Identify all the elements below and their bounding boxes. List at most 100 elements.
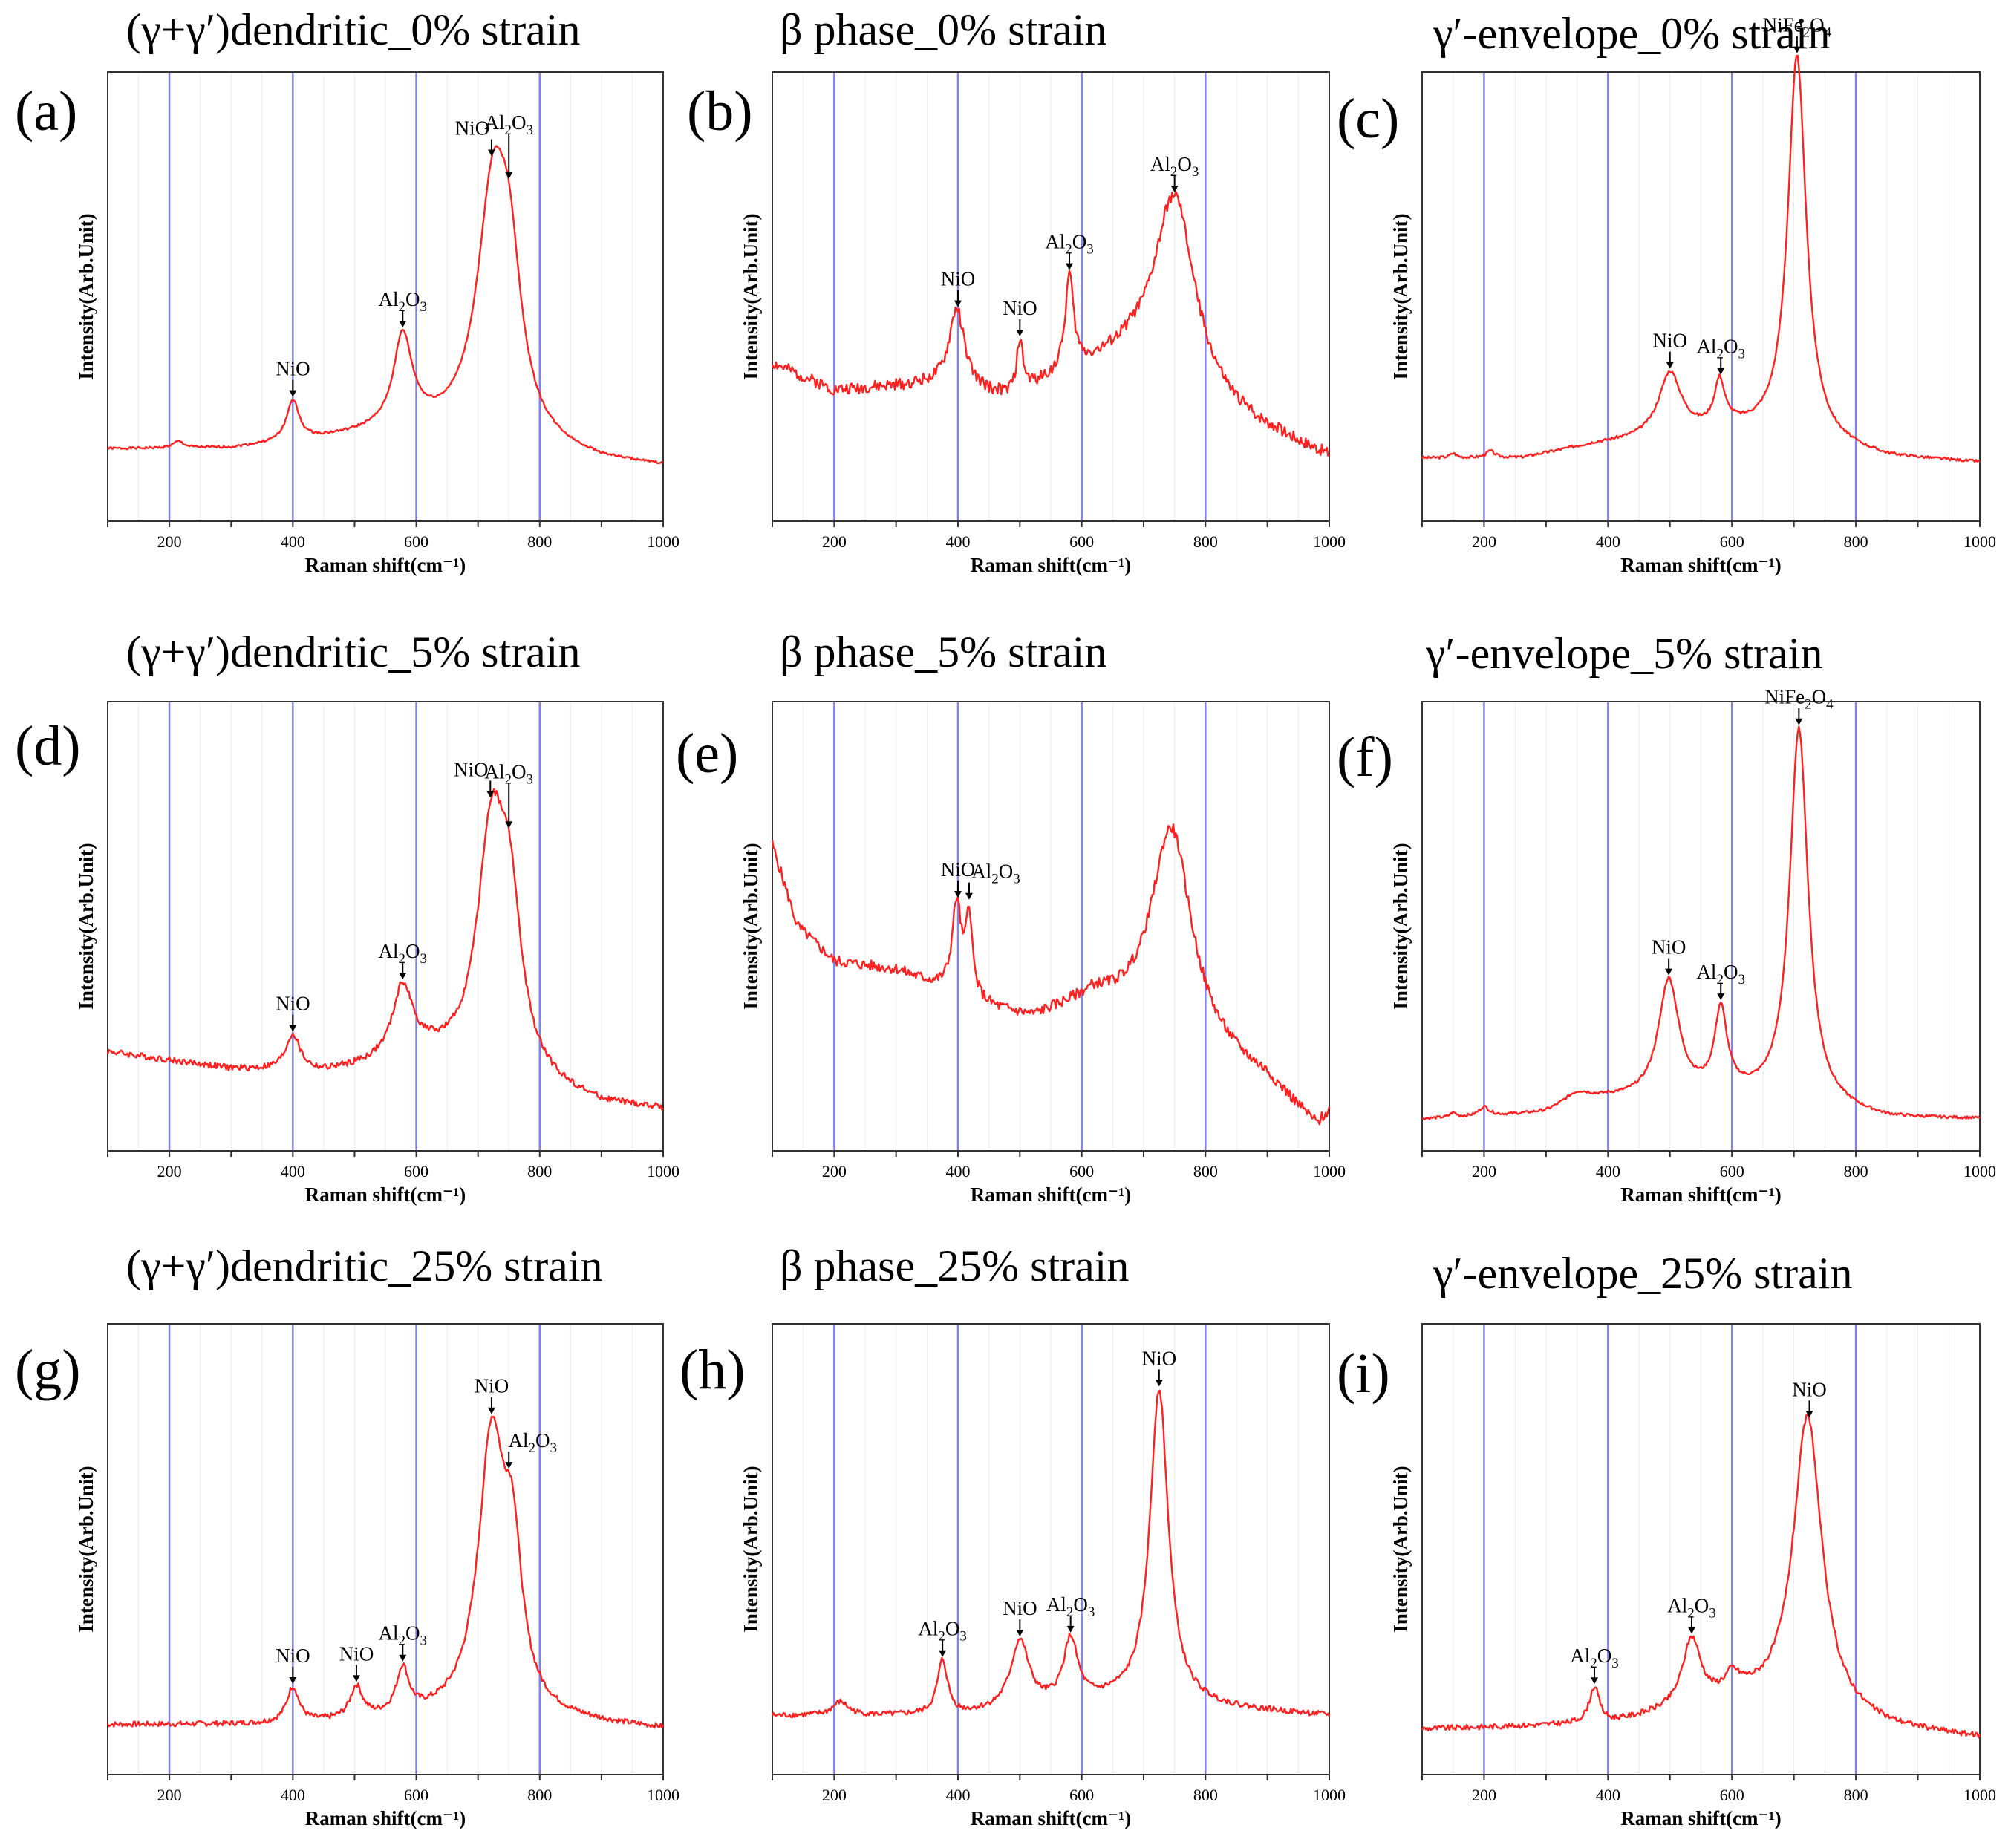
chart-title: (γ+γ′)dendritic_0% strain xyxy=(126,5,580,54)
annotation-arrowhead xyxy=(352,1675,360,1682)
peak-annotation: Al2O3 xyxy=(1696,961,1745,1001)
peak-annotation: NiO xyxy=(1652,936,1686,976)
y-axis-label: Intensity(Arb.Unit) xyxy=(1389,843,1412,1009)
x-tick-label: 800 xyxy=(1844,532,1868,551)
annotation-arrowhead xyxy=(1687,1627,1695,1634)
x-tick-label: 800 xyxy=(527,1162,552,1181)
panel-label: (a) xyxy=(15,80,77,143)
annotation-arrowhead xyxy=(1795,718,1803,725)
spectrum-line xyxy=(1421,54,1981,463)
peak-annotation: Al2O3 xyxy=(505,1429,557,1469)
x-tick-label: 600 xyxy=(1720,1162,1744,1181)
x-tick-label: 800 xyxy=(527,1786,552,1804)
annotation-label: Al2O3 xyxy=(1696,961,1745,987)
annotation-label: Al2O3 xyxy=(1570,1645,1619,1671)
x-tick-label: 1000 xyxy=(1963,532,1996,551)
peak-annotation: NiO xyxy=(475,1375,509,1414)
x-tick-label: 400 xyxy=(946,1786,971,1804)
chart-panel-i: γ′-envelope_25% strain (i) 200 400 600 800 100… xyxy=(1337,1249,1996,1829)
annotation-label: NiO xyxy=(1653,330,1688,352)
plot-frame xyxy=(1421,71,1981,522)
x-tick-label: 800 xyxy=(527,532,552,551)
x-axis-label: Raman shift(cm⁻¹) xyxy=(1620,554,1782,576)
y-axis-label: Intensity(Arb.Unit) xyxy=(75,1466,97,1632)
annotation-arrowhead xyxy=(399,321,407,328)
annotation-arrowhead xyxy=(1155,1380,1163,1387)
plot-frame xyxy=(772,701,1330,1152)
x-tick-label: 600 xyxy=(1720,532,1744,551)
x-tick-label: 400 xyxy=(946,532,971,551)
annotation-label: Al2O3 xyxy=(379,288,428,315)
x-axis-label: Raman shift(cm⁻¹) xyxy=(971,1183,1132,1206)
x-tick-label: 600 xyxy=(1069,1786,1094,1804)
annotation-arrowhead xyxy=(1590,1677,1598,1685)
x-tick-label: 1000 xyxy=(647,1786,679,1804)
annotation-label: NiFe2O4 xyxy=(1764,686,1834,713)
annotation-arrowhead xyxy=(399,1654,407,1662)
chart-title: (γ+γ′)dendritic_25% strain xyxy=(126,1241,602,1290)
y-axis-label: Intensity(Arb.Unit) xyxy=(740,213,762,379)
x-tick-label: 400 xyxy=(281,1162,305,1181)
annotation-label: Al2O3 xyxy=(484,111,533,138)
panel-label: (b) xyxy=(687,80,753,143)
spectrum-line xyxy=(771,1389,1331,1719)
annotation-label: NiO xyxy=(276,358,310,380)
x-tick-label: 800 xyxy=(1193,1162,1218,1181)
peak-annotation: NiO xyxy=(339,1642,374,1682)
peak-annotation: Al2O3 xyxy=(965,861,1020,900)
annotation-arrowhead xyxy=(1666,362,1674,369)
x-tick-label: 400 xyxy=(1596,532,1620,551)
annotation-label: NiO xyxy=(1003,297,1037,319)
annotation-arrowhead xyxy=(954,300,962,307)
panel-label: (c) xyxy=(1337,88,1399,150)
annotation-label: NiO xyxy=(1792,1378,1827,1400)
chart-panel-g: (γ+γ′)dendritic_25% strain (g) 200 400 600 80… xyxy=(15,1241,679,1829)
spectrum-line xyxy=(106,788,664,1111)
peak-annotation: NiO xyxy=(1653,330,1688,369)
annotation-arrowhead xyxy=(939,1650,947,1657)
x-axis-label: Raman shift(cm⁻¹) xyxy=(971,1807,1132,1829)
annotation-arrowhead xyxy=(486,791,495,798)
annotation-label: Al2O3 xyxy=(1046,1593,1095,1620)
peak-annotation: Al2O3 xyxy=(1570,1645,1619,1685)
annotation-arrowhead xyxy=(399,973,407,980)
peak-annotation: Al2O3 xyxy=(1045,231,1094,270)
plot-frame xyxy=(1421,701,1981,1152)
x-tick-label: 600 xyxy=(404,1162,428,1181)
plot-frame xyxy=(772,1323,1330,1775)
x-tick-label: 600 xyxy=(404,1786,428,1804)
x-tick-label: 1000 xyxy=(1963,1786,1996,1804)
chart-title: γ′-envelope_0% strain xyxy=(1433,9,1830,58)
x-tick-label: 1000 xyxy=(1313,1786,1346,1804)
x-tick-label: 600 xyxy=(1069,532,1094,551)
plot-frame xyxy=(107,701,664,1152)
x-axis-label: Raman shift(cm⁻¹) xyxy=(1620,1807,1782,1829)
annotation-arrowhead xyxy=(505,172,513,180)
peak-annotation: Al2O3 xyxy=(1046,1593,1095,1633)
annotation-arrowhead xyxy=(487,149,495,157)
peak-annotation: NiFe2O4 xyxy=(1764,686,1834,725)
annotation-arrowhead xyxy=(954,891,962,898)
y-axis-label: Intensity(Arb.Unit) xyxy=(1389,213,1412,379)
peak-annotation: Al2O3 xyxy=(484,760,533,829)
y-axis-label: Intensity(Arb.Unit) xyxy=(1389,1466,1412,1632)
peak-annotation: NiFe2O4 xyxy=(1763,14,1832,53)
y-axis-label: Intensity(Arb.Unit) xyxy=(740,843,762,1009)
spectrum-line xyxy=(107,145,664,465)
panel-label: (i) xyxy=(1337,1342,1390,1405)
x-tick-label: 200 xyxy=(822,1786,847,1804)
x-tick-label: 400 xyxy=(281,532,305,551)
annotation-label: NiO xyxy=(475,1375,509,1397)
chart-title: β phase_0% strain xyxy=(780,5,1106,54)
annotation-label: Al2O3 xyxy=(379,1622,428,1649)
peak-annotation: Al2O3 xyxy=(484,111,533,180)
x-tick-label: 800 xyxy=(1844,1162,1868,1181)
peak-annotation: Al2O3 xyxy=(379,288,428,328)
x-tick-label: 200 xyxy=(1472,1786,1496,1804)
y-axis-label: Intensity(Arb.Unit) xyxy=(75,213,97,379)
annotation-arrowhead xyxy=(505,1462,513,1469)
chart-panel-f: γ′-envelope_5% strain (f) 200 400 600 800 1000… xyxy=(1337,629,1996,1206)
x-tick-label: 800 xyxy=(1844,1786,1868,1804)
panel-label: (e) xyxy=(676,722,738,785)
x-tick-label: 200 xyxy=(157,1162,182,1181)
